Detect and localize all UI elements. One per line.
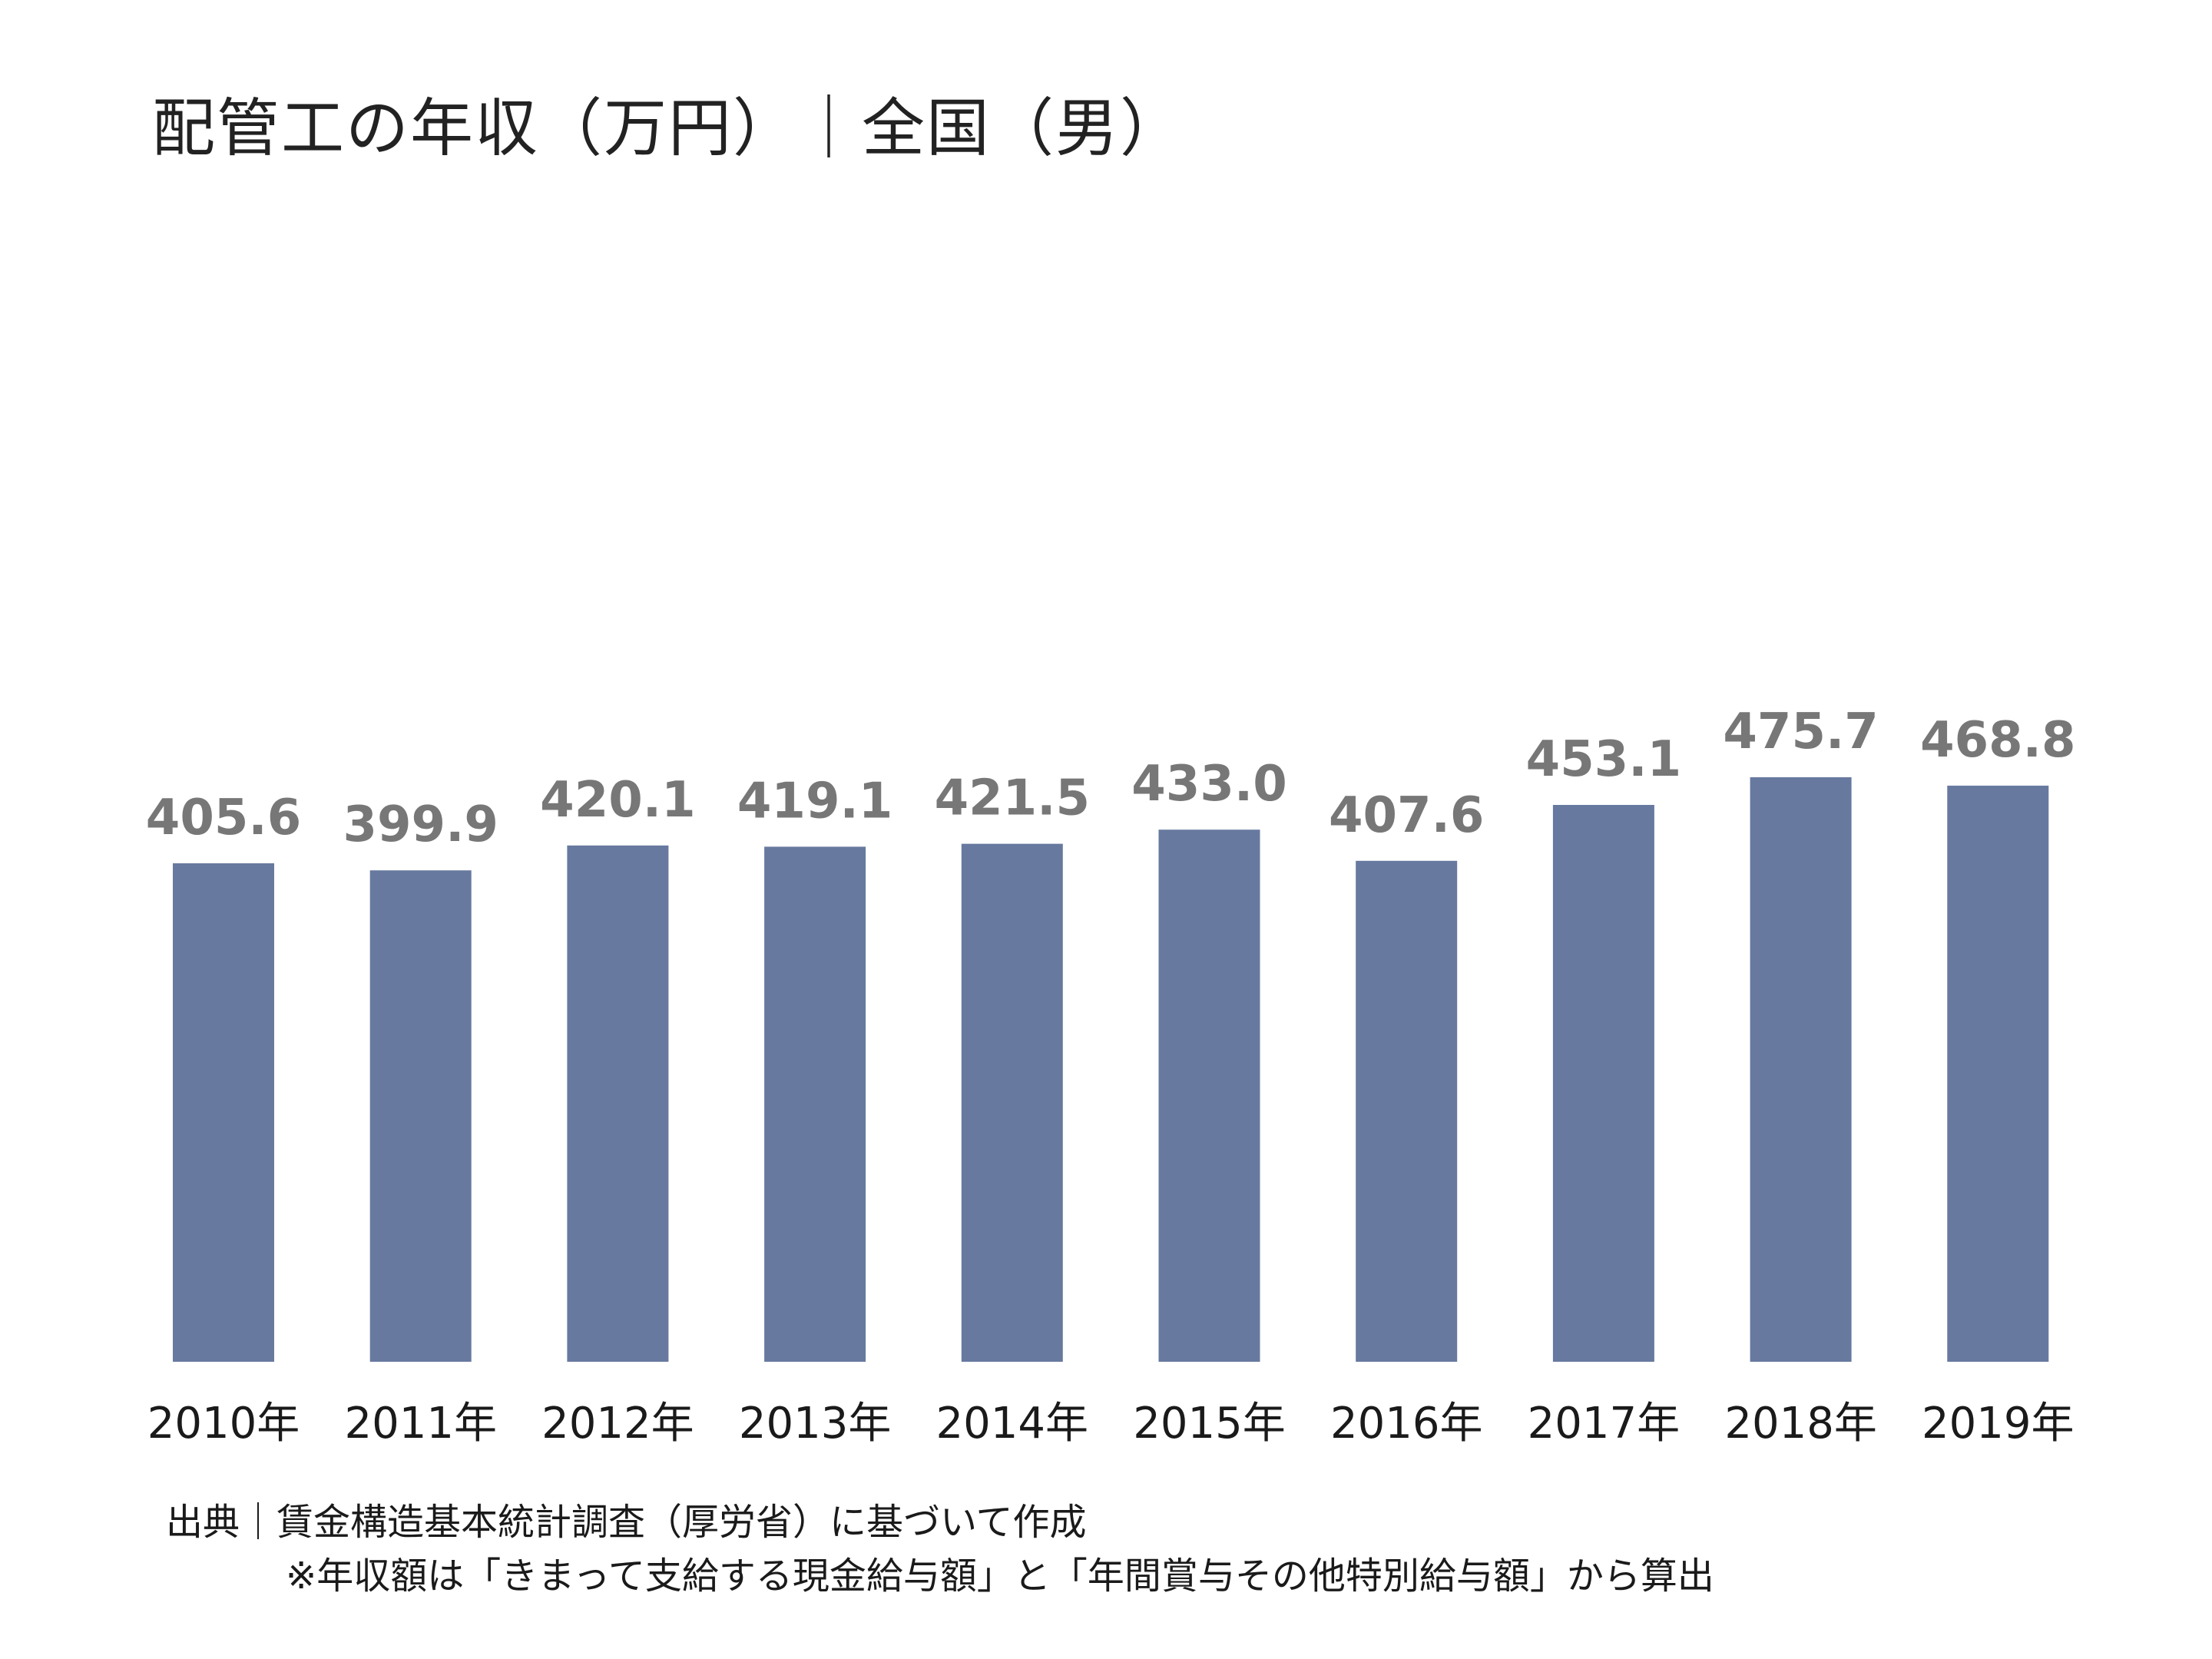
data-label: 399.9 (343, 796, 498, 853)
bar-2019年 (1947, 785, 2049, 1362)
data-label: 468.8 (1920, 712, 2075, 769)
data-label: 407.6 (1329, 787, 1484, 844)
x-tick-label: 2019年 (1922, 1399, 2075, 1449)
bar-2010年 (173, 863, 274, 1362)
bar-2018年 (1750, 777, 1852, 1362)
x-axis-labels: 2010年 2011年 2012年 2013年 2014年 2015年 2016年 2017年… (147, 1399, 2075, 1449)
bar-2011年 (369, 870, 472, 1362)
data-label: 475.7 (1723, 704, 1878, 760)
x-tick-label: 2014年 (936, 1399, 1089, 1449)
bar-2016年 (1356, 860, 1458, 1362)
bar-2013年 (764, 846, 866, 1362)
x-tick-label: 2012年 (541, 1399, 694, 1449)
data-label: 405.6 (146, 790, 301, 846)
data-label: 420.1 (540, 772, 695, 829)
x-tick-label: 2016年 (1330, 1399, 1483, 1449)
data-label: 419.1 (737, 773, 892, 830)
x-tick-label: 2017年 (1528, 1399, 1681, 1449)
x-tick-label: 2015年 (1133, 1399, 1286, 1449)
calculation-note: ※年収額は「きまって支給する現金給与額」と「年間賞与その他特別給与額」から算出 (286, 1555, 1714, 1598)
bar-2015年 (1158, 830, 1260, 1362)
data-label: 421.5 (935, 770, 1090, 827)
x-tick-label: 2011年 (344, 1399, 497, 1449)
bars-group (173, 777, 2049, 1362)
value-labels-group: 405.6 399.9 420.1 419.1 421.5 433.0 407.6 453.1… (146, 704, 2076, 853)
bar-2012年 (567, 845, 669, 1362)
x-tick-label: 2013年 (739, 1399, 892, 1449)
bar-2014年 (961, 843, 1063, 1362)
data-label: 433.0 (1131, 756, 1286, 813)
chart-title: 配管工の年収（万円）｜全国（男） (152, 92, 1185, 165)
x-tick-label: 2018年 (1724, 1399, 1877, 1449)
bar-2017年 (1552, 805, 1654, 1362)
x-tick-label: 2010年 (147, 1399, 300, 1449)
source-note: 出典｜賃金構造基本統計調査（厚労省）に基づいて作成 (166, 1501, 1087, 1544)
data-label: 453.1 (1526, 731, 1681, 788)
